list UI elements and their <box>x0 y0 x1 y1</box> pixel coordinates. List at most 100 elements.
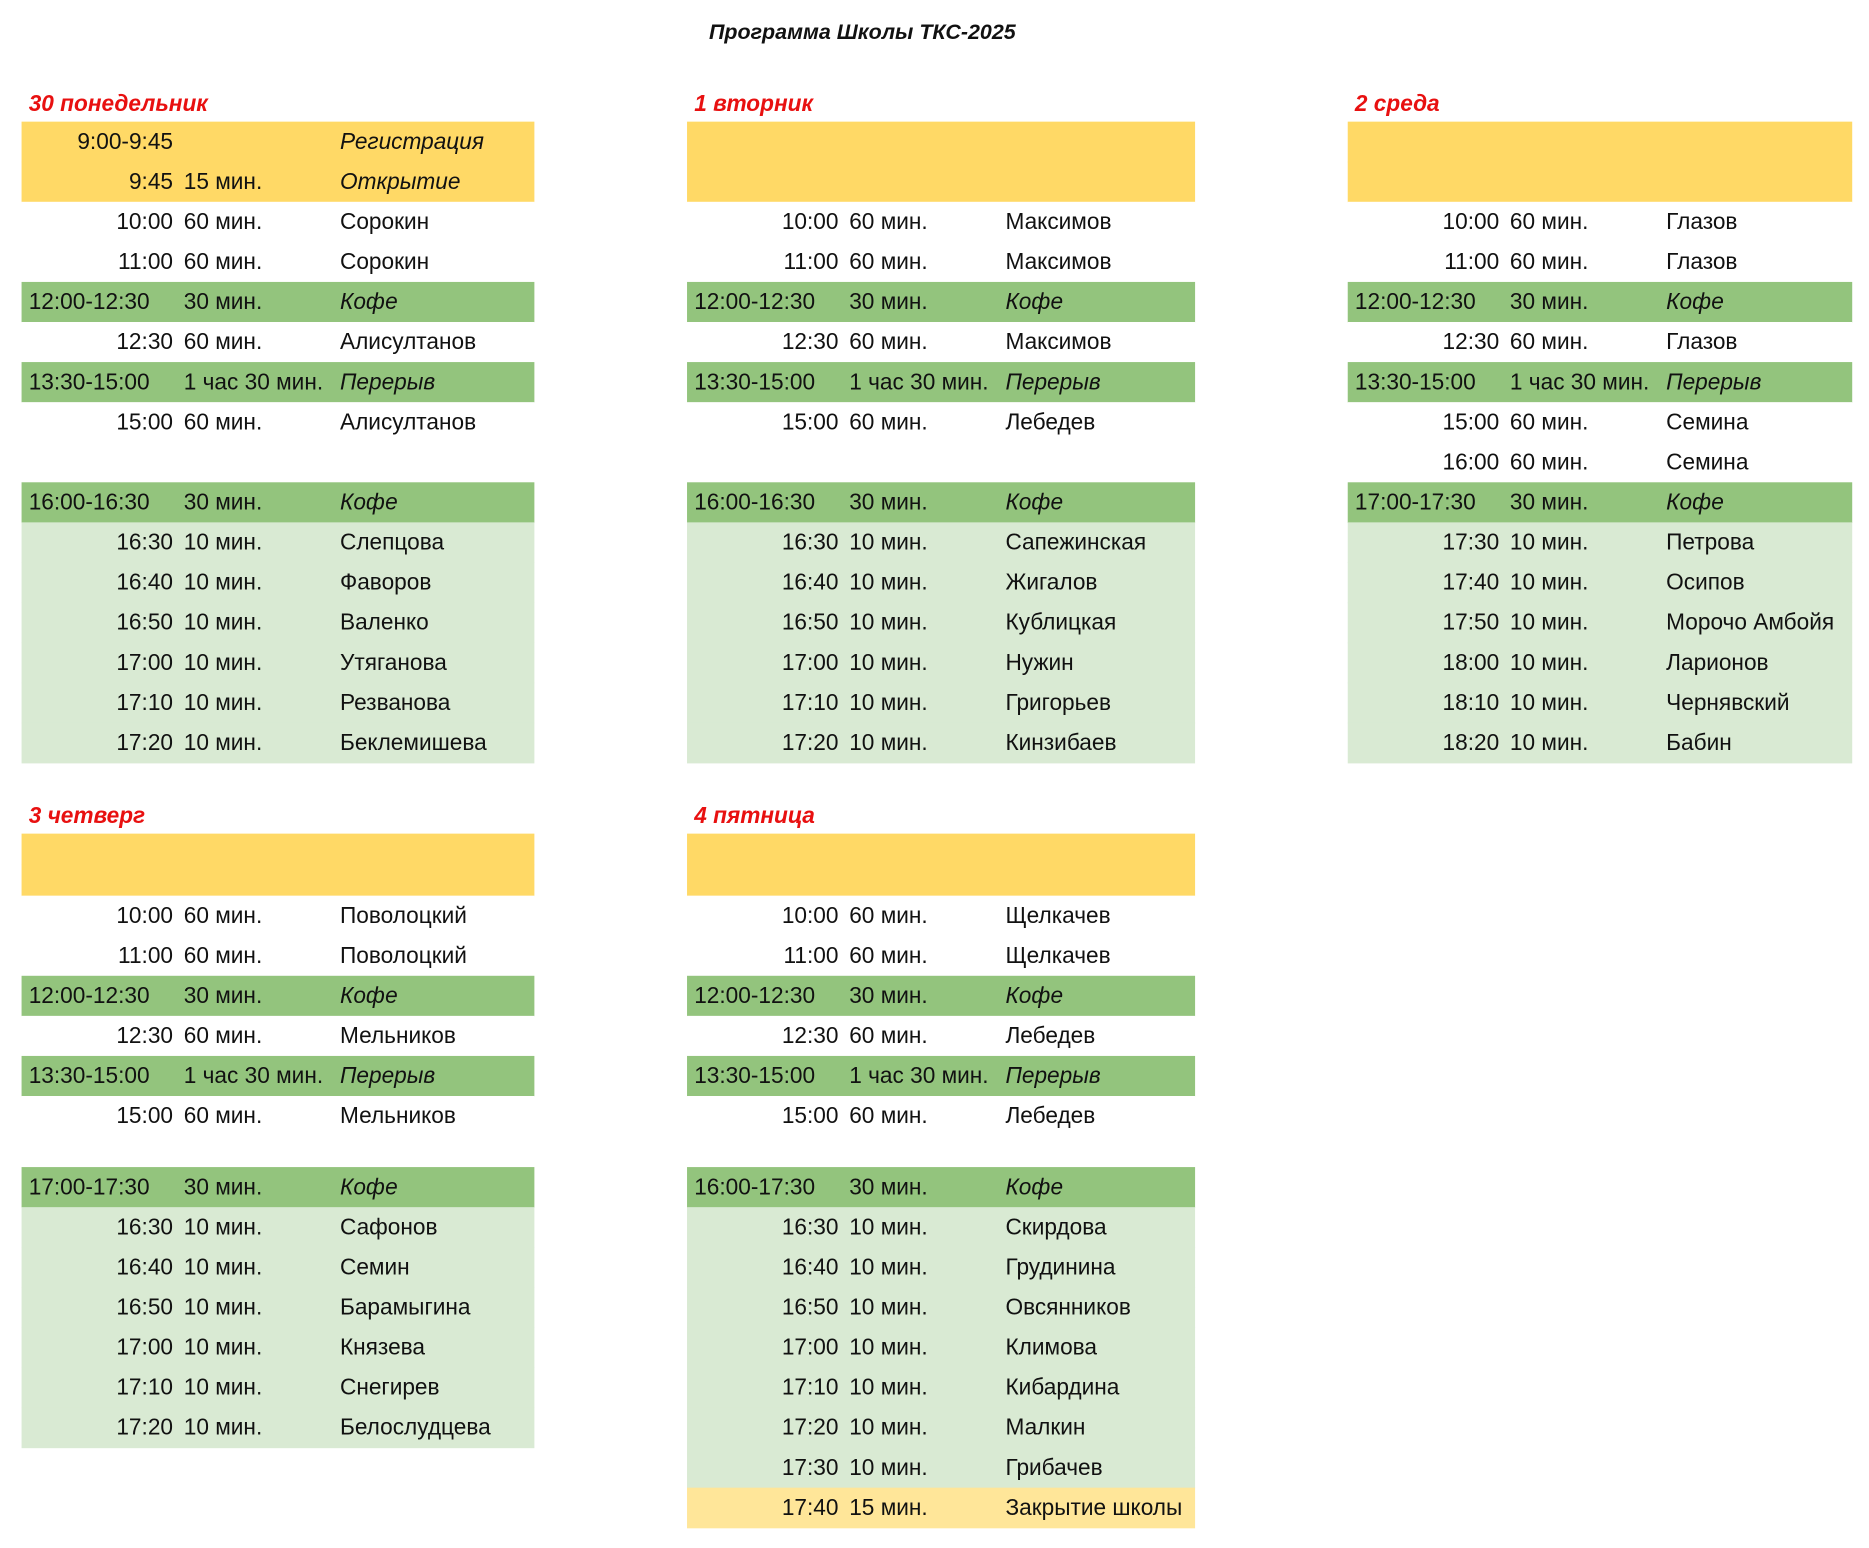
time: 16:40 <box>782 569 839 595</box>
name: Грудинина <box>1005 1253 1115 1279</box>
duration: 30 мин. <box>184 1173 262 1199</box>
duration: 60 мин. <box>1510 328 1588 354</box>
name: Семин <box>340 1253 410 1279</box>
duration: 1 час 30 мин. <box>184 1062 323 1088</box>
name: Сорокин <box>340 208 429 234</box>
duration: 10 мин. <box>184 729 262 755</box>
row-background <box>687 1136 1196 1168</box>
row-background <box>687 241 1196 283</box>
name: Семина <box>1666 448 1749 474</box>
duration: 15 мин. <box>184 168 262 194</box>
row-background <box>21 281 535 323</box>
time: 17:30 <box>782 1454 839 1480</box>
duration: 10 мин. <box>1510 729 1588 755</box>
row-background <box>21 241 535 283</box>
row-background <box>21 1207 535 1248</box>
time: 17:00-17:30 <box>1355 489 1476 515</box>
name: Барамыгина <box>340 1294 471 1320</box>
row-background <box>687 201 1196 243</box>
row-background <box>687 281 1196 323</box>
row-background <box>21 722 535 764</box>
row-background <box>21 602 535 644</box>
name: Григорьев <box>1005 689 1111 715</box>
name: Семина <box>1666 408 1749 434</box>
duration: 1 час 30 мин. <box>184 368 323 394</box>
time: 17:20 <box>782 1414 839 1440</box>
row-background <box>21 833 535 866</box>
duration: 10 мин. <box>849 1374 927 1400</box>
time: 12:30 <box>1443 328 1500 354</box>
row-background <box>687 1167 1196 1208</box>
row-background <box>21 1327 535 1369</box>
time: 16:50 <box>116 609 173 635</box>
duration: 10 мин. <box>1510 569 1588 595</box>
time: 10:00 <box>782 902 839 928</box>
row-background <box>21 161 535 203</box>
time: 12:30 <box>782 1022 839 1048</box>
name: Поволоцкий <box>340 902 467 928</box>
row-background <box>21 1055 535 1097</box>
duration: 10 мин. <box>1510 529 1588 555</box>
name: Максимов <box>1005 208 1111 234</box>
day-title: 1 вторник <box>694 90 814 116</box>
row-background <box>687 1055 1196 1097</box>
row-background <box>1347 642 1853 684</box>
duration: 10 мин. <box>184 1334 262 1360</box>
row-background <box>21 1167 535 1208</box>
name: Сапежинская <box>1005 529 1146 555</box>
time: 18:20 <box>1443 729 1500 755</box>
duration: 10 мин. <box>849 1253 927 1279</box>
row-background <box>21 482 535 523</box>
duration: 60 мин. <box>849 1102 927 1128</box>
time: 13:30-15:00 <box>29 368 150 394</box>
row-background <box>1347 562 1853 604</box>
duration: 60 мин. <box>184 328 262 354</box>
time: 11:00 <box>118 942 173 968</box>
duration: 10 мин. <box>849 649 927 675</box>
time: 17:40 <box>1443 569 1500 595</box>
time: 13:30-15:00 <box>29 1062 150 1088</box>
time: 16:50 <box>116 1294 173 1320</box>
row-background <box>687 682 1196 724</box>
row-background <box>687 1367 1196 1409</box>
name: Кофе <box>1005 288 1063 314</box>
row-background <box>687 482 1196 523</box>
row-background <box>1347 161 1853 203</box>
name: Максимов <box>1005 328 1111 354</box>
name: Нужин <box>1005 649 1073 675</box>
name: Фаворов <box>340 569 431 595</box>
page-title: Программа Школы ТКС-2025 <box>709 20 1017 44</box>
name: Поволоцкий <box>340 942 467 968</box>
name: Белослудцева <box>340 1414 491 1440</box>
row-background <box>1347 402 1853 443</box>
name: Чернявский <box>1666 689 1789 715</box>
time: 16:50 <box>782 609 839 635</box>
duration: 10 мин. <box>849 1454 927 1480</box>
name: Осипов <box>1666 569 1744 595</box>
duration: 10 мин. <box>1510 609 1588 635</box>
name: Жигалов <box>1005 569 1097 595</box>
time: 13:30-15:00 <box>694 1062 815 1088</box>
row-background <box>687 522 1196 564</box>
row-background <box>1347 682 1853 724</box>
name: Алисултанов <box>340 408 476 434</box>
name: Кублицкая <box>1005 609 1116 635</box>
time: 12:30 <box>116 328 173 354</box>
name: Глазов <box>1666 248 1737 274</box>
duration: 10 мин. <box>849 1294 927 1320</box>
row-background <box>21 562 535 604</box>
time: 11:00 <box>1444 248 1499 274</box>
time: 17:20 <box>782 729 839 755</box>
duration: 10 мин. <box>184 1253 262 1279</box>
time: 12:00-12:30 <box>29 982 150 1008</box>
row-background <box>21 442 535 483</box>
time: 17:20 <box>116 1414 173 1440</box>
name: Овсянников <box>1005 1294 1130 1320</box>
name: Закрытие школы <box>1005 1494 1182 1520</box>
row-background <box>1347 241 1853 283</box>
day-title: 4 пятница <box>693 802 815 828</box>
duration: 60 мин. <box>849 1022 927 1048</box>
name: Кофе <box>1005 489 1063 515</box>
time: 16:30 <box>782 1213 839 1239</box>
